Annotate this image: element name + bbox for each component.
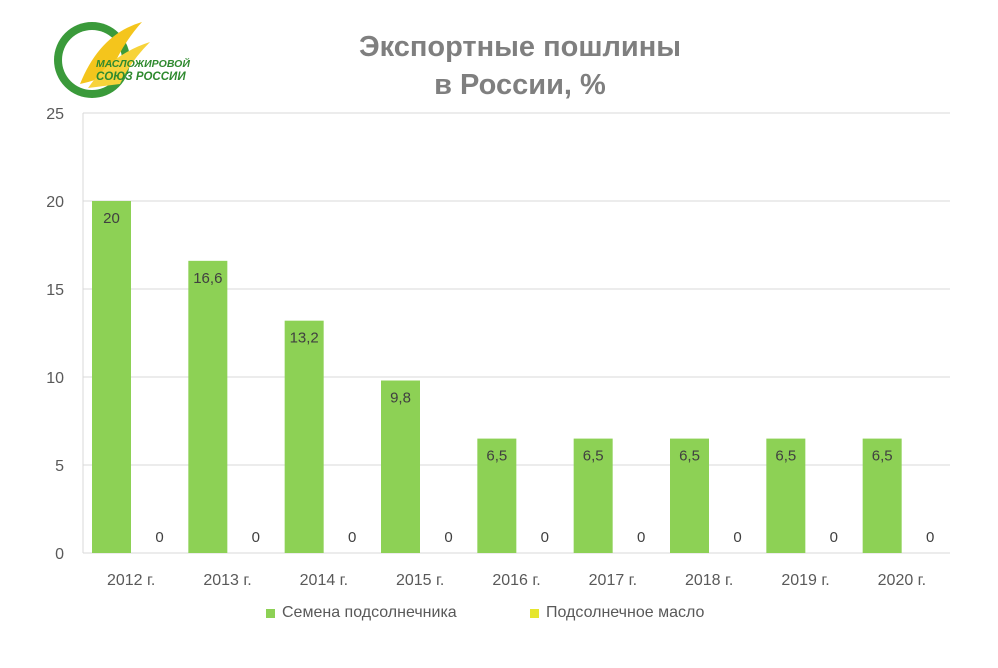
data-label: 6,5 <box>775 448 796 465</box>
data-label: 6,5 <box>486 448 507 465</box>
legend-item-oil: Подсолнечное масло <box>530 604 704 622</box>
data-labels: 20 0 16,6 0 13,2 0 9,8 0 6,5 0 6,5 0 6,5 0 6,5 0 6,5 0 <box>103 210 934 546</box>
x-tick-label: 2017 г. <box>589 572 637 589</box>
x-tick-label: 2016 г. <box>492 572 540 589</box>
x-tick-label: 2015 г. <box>396 572 444 589</box>
logo-line1: МАСЛОЖИРОВОЙ <box>96 57 190 70</box>
bar-seeds <box>477 438 517 553</box>
y-tick-label: 20 <box>46 194 64 211</box>
bar-seeds <box>573 438 613 553</box>
legend-label-oil: Подсолнечное масло <box>546 604 705 621</box>
bar-seeds <box>381 380 420 553</box>
legend-item-seeds: Семена подсолнечника <box>266 604 457 622</box>
y-tick-label: 25 <box>46 106 64 123</box>
data-label: 16,6 <box>193 270 222 287</box>
bar-seeds <box>284 320 324 553</box>
x-tick-label: 2020 г. <box>878 572 926 589</box>
logo-line2: СОЮЗ РОССИИ <box>96 71 186 83</box>
chart-title-line1: Экспортные пошлины <box>358 31 682 63</box>
legend-label-seeds: Семена подсолнечника <box>282 604 457 621</box>
data-label: 0 <box>348 529 356 546</box>
data-label: 6,5 <box>583 448 604 465</box>
bar-seeds <box>766 438 806 553</box>
bar-seeds <box>670 438 709 553</box>
legend: Семена подсолнечника Подсолнечное масло <box>0 604 998 630</box>
data-label: 0 <box>733 529 741 546</box>
y-tick-label: 0 <box>55 546 64 563</box>
y-axis: 0 5 10 15 20 25 <box>46 106 64 563</box>
bars <box>92 201 902 553</box>
data-label: 6,5 <box>679 448 700 465</box>
data-label: 0 <box>155 529 163 546</box>
x-axis: 2012 г. 2013 г. 2014 г. 2015 г. 2016 г. 2017 … <box>107 572 926 589</box>
data-label: 0 <box>444 529 452 546</box>
chart-title: Экспортные пошлины в России, % <box>300 28 740 104</box>
data-label: 13,2 <box>290 330 319 347</box>
bar-seeds <box>862 438 902 553</box>
data-label: 9,8 <box>390 390 411 407</box>
data-label: 6,5 <box>872 448 893 465</box>
data-label: 0 <box>926 529 934 546</box>
wheat-icon <box>80 22 142 84</box>
data-label: 0 <box>541 529 549 546</box>
x-tick-label: 2019 г. <box>781 572 829 589</box>
data-label: 0 <box>637 529 645 546</box>
data-label: 0 <box>252 529 260 546</box>
bar-seeds <box>188 260 228 553</box>
legend-swatch-seeds <box>266 608 275 618</box>
logo: МАСЛОЖИРОВОЙ СОЮЗ РОССИИ <box>54 22 190 98</box>
x-tick-label: 2018 г. <box>685 572 733 589</box>
x-tick-label: 2014 г. <box>300 572 348 589</box>
data-label: 20 <box>103 210 120 227</box>
bar-seeds <box>92 201 131 553</box>
grid <box>82 112 950 554</box>
y-tick-label: 10 <box>46 370 64 387</box>
legend-swatch-oil <box>530 608 539 618</box>
y-tick-label: 15 <box>46 282 64 299</box>
x-tick-label: 2012 г. <box>107 572 155 589</box>
x-tick-label: 2013 г. <box>203 572 251 589</box>
data-label: 0 <box>830 529 838 546</box>
gear-icon <box>54 22 150 98</box>
chart-title-line2: в России, % <box>434 69 606 101</box>
y-tick-label: 5 <box>55 458 64 475</box>
